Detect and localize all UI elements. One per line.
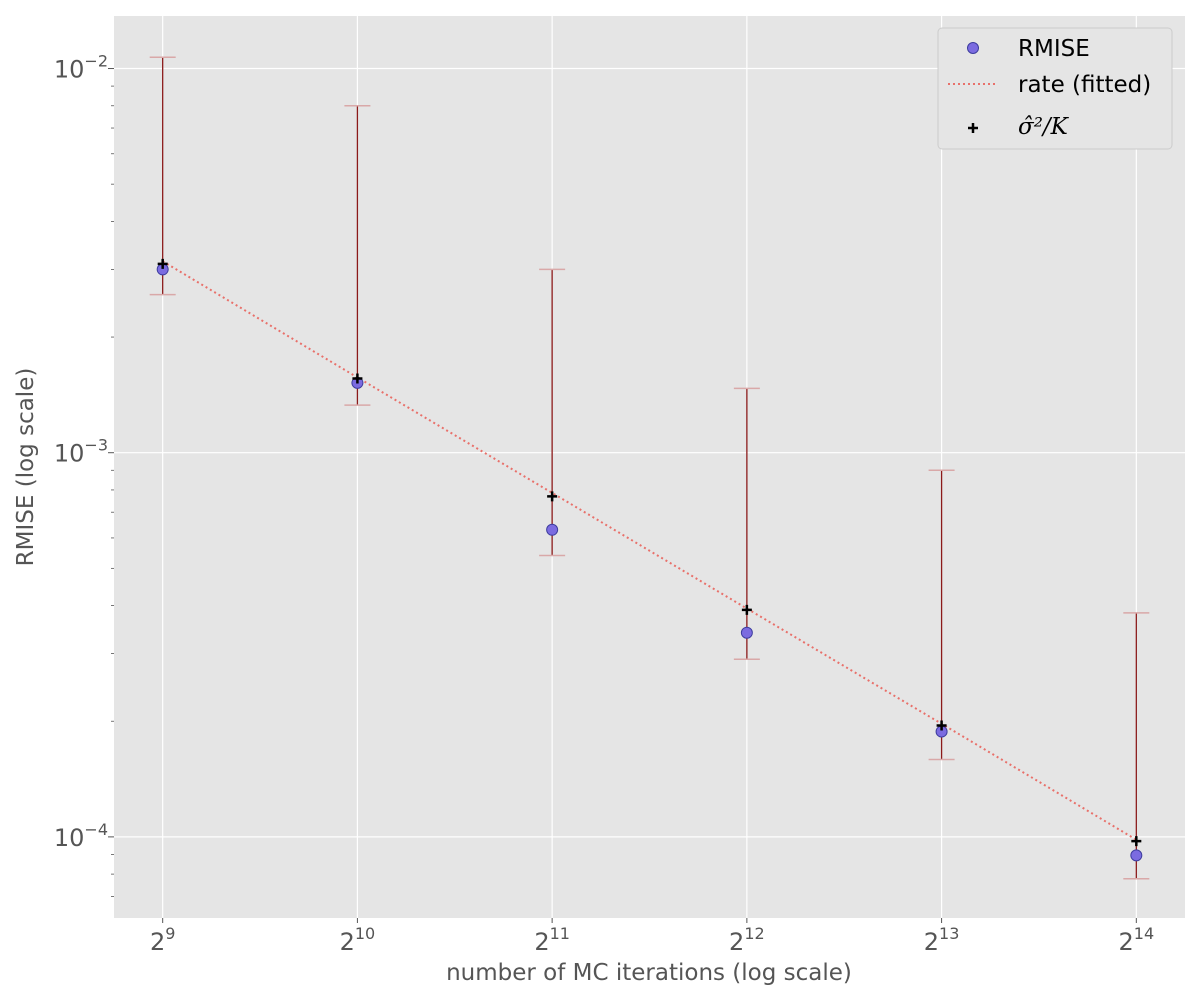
rmise-point (1130, 849, 1143, 862)
sigma-marker (741, 604, 752, 615)
y-tick-label: 10−2 (54, 52, 108, 84)
legend-box (937, 27, 1173, 150)
y-tick-label: 10−4 (54, 820, 108, 852)
sigma-marker (936, 720, 947, 731)
x-tick-label: 211 (534, 924, 570, 956)
sigma-marker (547, 491, 558, 502)
rmise-points (156, 263, 1143, 862)
plot-background (114, 16, 1185, 918)
legend-rmise-label: RMISE (1018, 36, 1090, 62)
sigma-marker (1131, 836, 1142, 847)
y-tick-label: 10−3 (54, 436, 108, 468)
legend-sigma-label: σ̂²/K (1018, 114, 1070, 140)
y-axis-ticks: 10−2 10−3 10−4 (54, 52, 108, 852)
x-tick-label: 213 (924, 924, 960, 956)
legend-sigma-marker (968, 123, 978, 133)
rmise-point (740, 626, 753, 639)
x-tick-label: 210 (340, 924, 376, 956)
legend-rmise-marker (967, 42, 979, 54)
x-axis-label: number of MC iterations (log scale) (446, 960, 852, 986)
x-tick-label: 214 (1118, 924, 1154, 956)
x-axis-ticks: 29 210 211 212 213 214 (150, 924, 1154, 956)
fit-line-group (162, 260, 1137, 841)
sigma-markers (157, 258, 1142, 847)
legend: RMISE rate (fitted) σ̂²/K (937, 27, 1173, 150)
x-tick-label: 212 (729, 924, 765, 956)
x-tick-label: 29 (150, 924, 175, 956)
legend-fit-label: rate (fitted) (1018, 72, 1151, 98)
sigma-marker (157, 258, 168, 269)
sigma-marker (352, 373, 363, 384)
rmise-point (546, 523, 559, 536)
rate-fitted-line (162, 260, 1137, 841)
y-axis-label: RMISE (log scale) (13, 368, 39, 567)
